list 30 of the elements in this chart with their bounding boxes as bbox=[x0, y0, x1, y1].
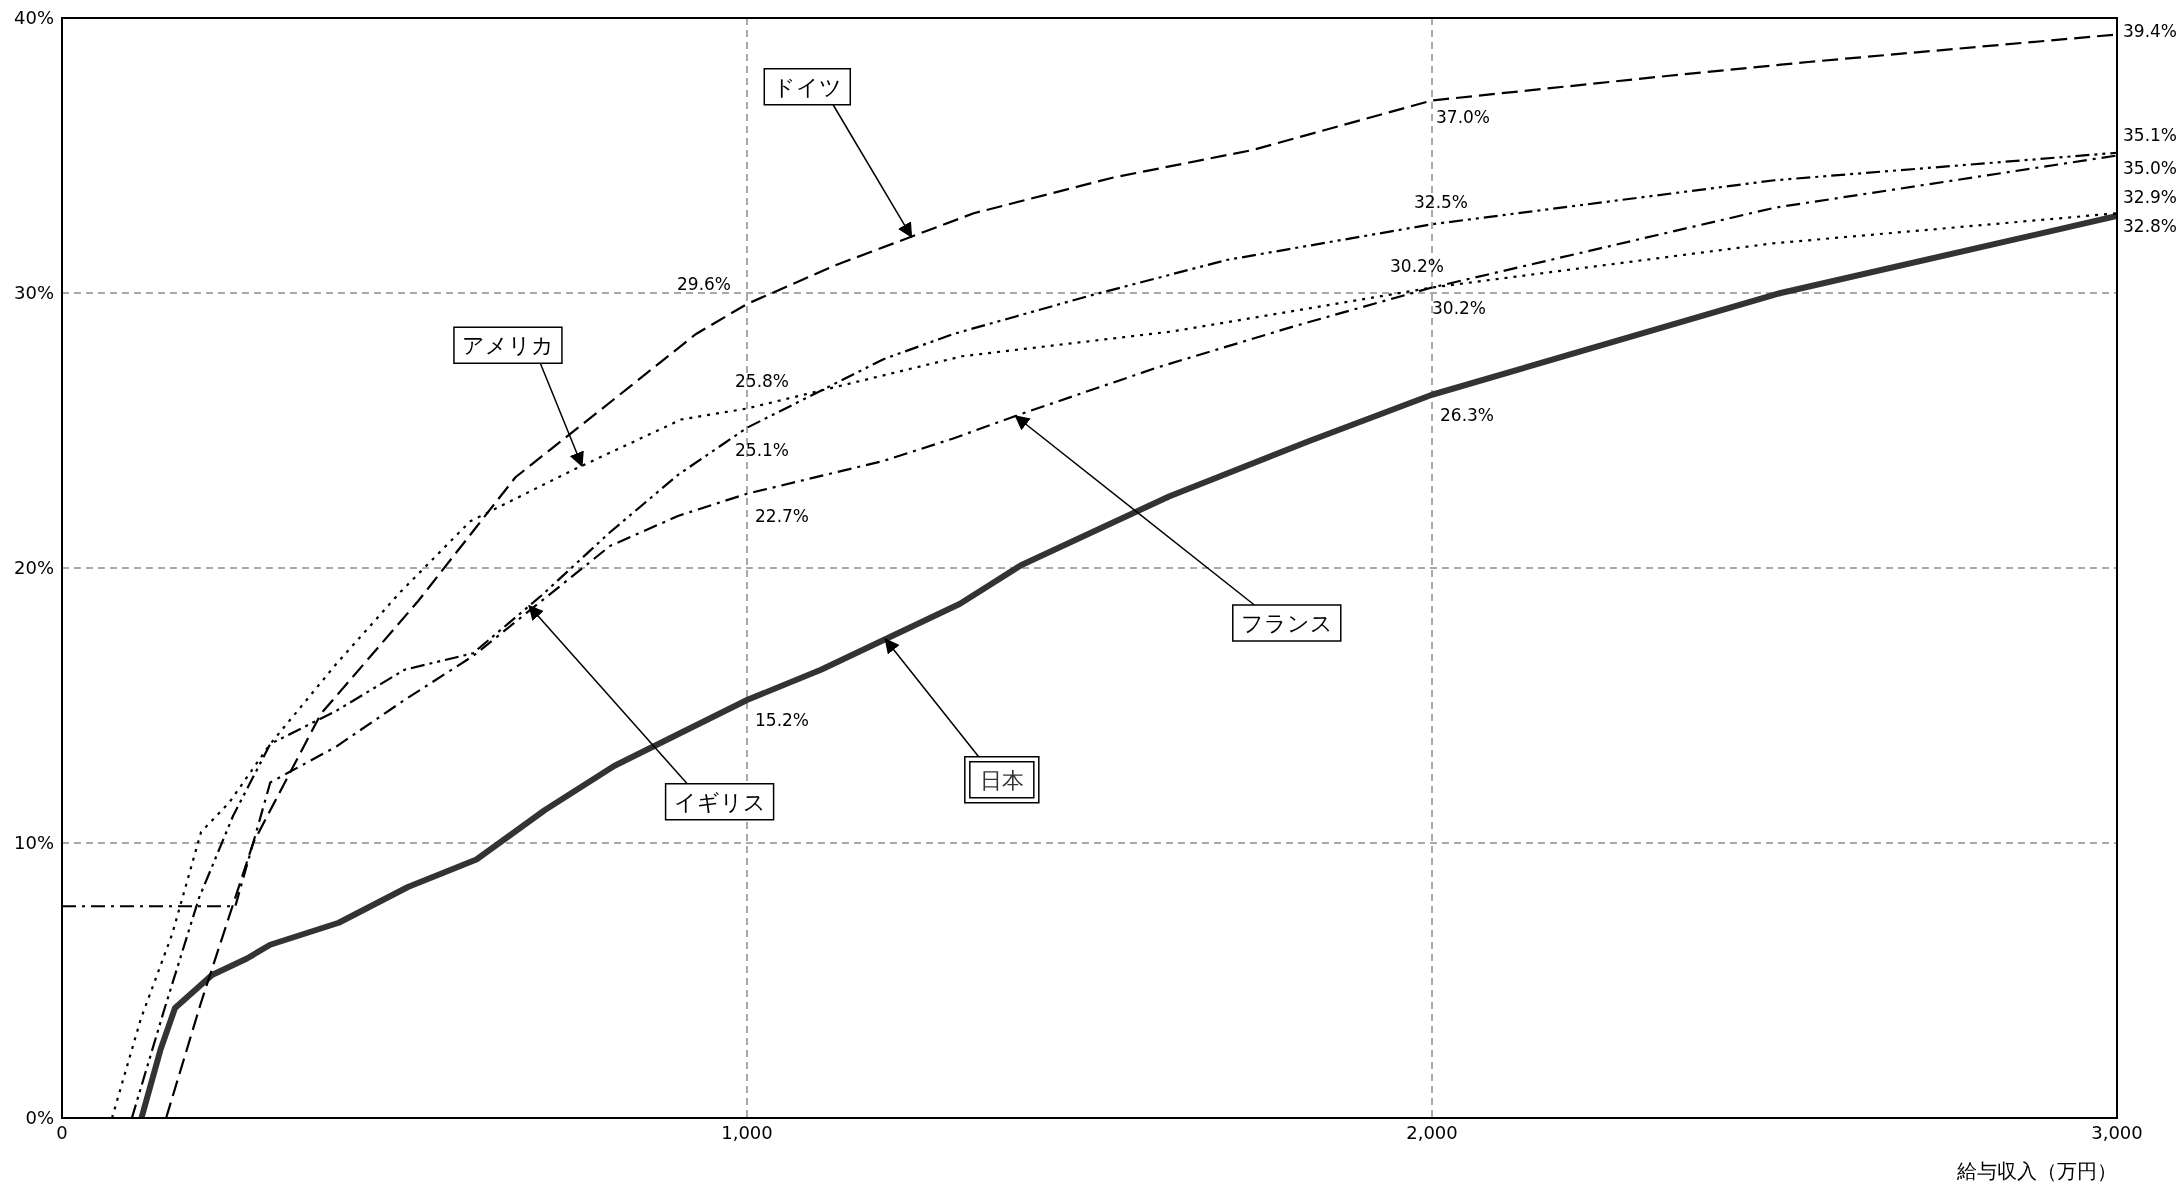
y-tick-label: 20% bbox=[13, 557, 54, 579]
text: 日本 bbox=[979, 767, 1024, 793]
y-tick-label: 0% bbox=[25, 1107, 54, 1129]
text: アメリカ bbox=[461, 333, 554, 359]
y-tick-label: 30% bbox=[13, 282, 54, 304]
data-label: 37.0% bbox=[1436, 106, 1491, 127]
data-label: 32.5% bbox=[1414, 192, 1469, 213]
data-label: 35.0% bbox=[2123, 157, 2178, 178]
data-label: 32.9% bbox=[2123, 187, 2178, 208]
data-label: 29.6% bbox=[677, 274, 732, 294]
data-label: 30.2% bbox=[1432, 297, 1487, 318]
x-tick-label: 2,000 bbox=[1406, 1121, 1458, 1143]
text: フランス bbox=[1240, 611, 1333, 636]
text: イギリス bbox=[673, 789, 766, 815]
x-tick-label: 3,000 bbox=[2091, 1121, 2143, 1143]
data-label: 32.8% bbox=[2123, 216, 2178, 236]
data-label: 39.4% bbox=[2123, 20, 2178, 41]
data-label: 30.2% bbox=[1390, 255, 1445, 276]
data-label: 15.2% bbox=[755, 710, 810, 730]
x-tick-label: 1,000 bbox=[721, 1121, 773, 1143]
data-label: 22.7% bbox=[755, 505, 810, 526]
data-label: 26.3% bbox=[1440, 404, 1495, 425]
x-axis-title: 給与収入（万円） bbox=[1956, 1159, 2117, 1183]
text: ドイツ bbox=[772, 74, 842, 100]
y-tick-label: 10% bbox=[13, 832, 54, 854]
data-label: 25.1% bbox=[735, 439, 790, 460]
x-tick-label: 0 bbox=[56, 1121, 68, 1143]
y-tick-label: 40% bbox=[13, 7, 54, 29]
data-label: 25.8% bbox=[735, 370, 790, 391]
data-label: 35.1% bbox=[2123, 124, 2178, 145]
